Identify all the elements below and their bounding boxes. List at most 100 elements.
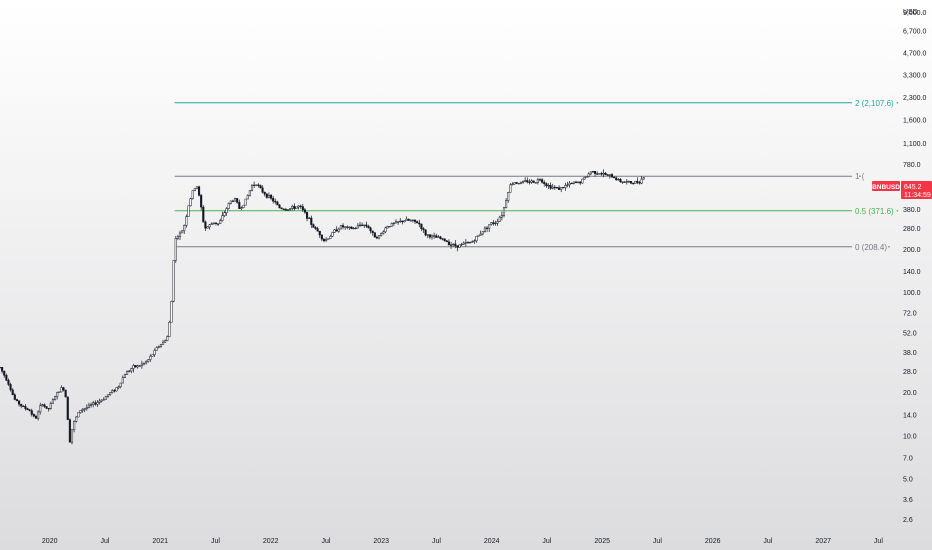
candle (13, 393, 16, 401)
candle (246, 194, 249, 200)
candle (34, 414, 38, 419)
candle (221, 211, 224, 222)
candle (361, 222, 364, 227)
candle (558, 185, 561, 190)
candle (562, 187, 565, 189)
candle (621, 181, 624, 184)
candle (524, 177, 527, 183)
candle (253, 181, 256, 189)
candle (570, 182, 573, 185)
price-tick-label: 28.0 (903, 369, 917, 376)
candle (32, 413, 35, 418)
candle (581, 178, 584, 184)
candle (583, 176, 586, 180)
candle (312, 223, 315, 228)
candle (365, 221, 368, 228)
candle (39, 402, 42, 415)
candle (386, 225, 389, 229)
candle (248, 190, 251, 197)
bar-countdown-label: 11:34:59 (904, 192, 931, 199)
candle (623, 181, 626, 183)
candle (337, 227, 340, 233)
symbol-tag (872, 181, 900, 191)
candle (481, 231, 484, 236)
candle (134, 365, 137, 368)
candle (227, 202, 230, 210)
candle (151, 354, 154, 357)
candle (54, 395, 57, 401)
candle (0, 366, 2, 369)
price-axis[interactable]: USD 9,000.0 6,700.0 4,700.0 3,300.0 2,300.0 1… (903, 9, 926, 524)
candle (490, 221, 493, 226)
candle (606, 173, 609, 176)
candle (170, 300, 173, 323)
candle (329, 234, 332, 240)
time-tick-label: 2025 (594, 538, 610, 545)
candle (109, 392, 112, 397)
price-tick-label: 200.0 (903, 247, 921, 254)
candle (422, 227, 425, 234)
candle (600, 171, 603, 176)
fibonacci-retracement[interactable] (174, 102, 852, 248)
candle (640, 176, 643, 185)
candle (574, 180, 578, 184)
candle (83, 408, 86, 413)
candle (291, 204, 294, 211)
candle (250, 184, 254, 192)
candle (41, 403, 44, 407)
candle (257, 183, 260, 188)
candle (236, 197, 239, 204)
candle (121, 375, 124, 384)
candle (70, 429, 74, 445)
candle (428, 234, 431, 240)
candle (3, 370, 6, 378)
candle (369, 226, 372, 234)
candle (155, 346, 158, 351)
candle (382, 230, 385, 235)
candle (507, 191, 510, 203)
candle (270, 193, 273, 201)
candle (11, 388, 14, 396)
candle (282, 208, 285, 211)
candle (528, 179, 531, 185)
candle (325, 236, 328, 242)
time-axis[interactable]: 2020 Jul 2021 Jul 2022 Jul 2023 Jul 2024 Jul 2025 J… (42, 538, 883, 545)
candle (64, 389, 67, 398)
candle (551, 183, 554, 190)
candle (212, 222, 215, 225)
candle (625, 179, 628, 185)
candle (117, 385, 120, 390)
candle (104, 395, 107, 400)
candle (128, 369, 131, 373)
candle (142, 362, 146, 366)
candle (145, 360, 148, 365)
candle (208, 224, 211, 230)
price-tag (901, 181, 932, 199)
candle (460, 242, 463, 247)
candle (242, 204, 245, 209)
candle (327, 238, 330, 240)
candle (610, 173, 614, 178)
candle (138, 365, 141, 367)
candle (530, 179, 533, 184)
fib-level-handle (859, 175, 861, 177)
fib-level-label: 0 (208.4) (855, 243, 887, 252)
candle (541, 178, 544, 184)
candle (274, 198, 277, 205)
candle (153, 348, 156, 358)
candle (617, 178, 620, 181)
candle (200, 193, 203, 211)
fib-level-handle (888, 246, 890, 248)
candle (159, 343, 162, 348)
time-tick-label: 2020 (42, 538, 58, 545)
candle (435, 233, 438, 238)
candle (297, 205, 300, 210)
candle (56, 391, 59, 400)
candle (450, 241, 453, 249)
candle (486, 225, 489, 233)
candle (280, 207, 283, 210)
candle (424, 229, 427, 237)
candle (195, 186, 198, 190)
fib-level-label: 2 (2,107.6) (855, 99, 894, 108)
